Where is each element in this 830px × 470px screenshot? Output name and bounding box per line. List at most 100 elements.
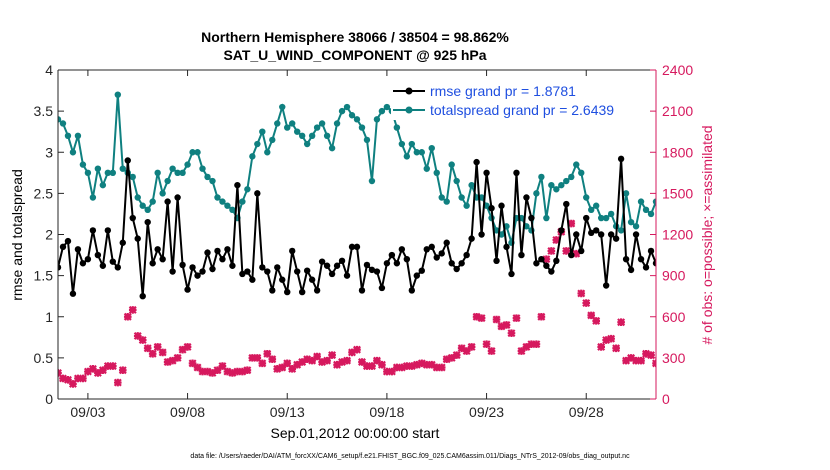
rmse-point [254, 190, 261, 197]
rmse-point [568, 251, 575, 259]
rmse-point [652, 260, 656, 267]
y-right-tick-label: 600 [662, 309, 686, 325]
rmse-point [413, 272, 420, 279]
obs-assimilated-point [457, 344, 466, 353]
rmse-point [503, 243, 510, 251]
x-axis-label: Sep.01,2012 00:00:00 start [271, 425, 440, 441]
rmse-point [388, 251, 396, 259]
x-tick-label: 09/13 [270, 404, 305, 420]
totalspread-point [79, 161, 87, 168]
totalspread-point [269, 136, 276, 144]
rmse-point [289, 247, 296, 255]
totalspread-point [568, 173, 575, 181]
totalspread-point [588, 206, 595, 214]
obs-assimilated-point [662, 371, 670, 379]
rmse-point [622, 255, 630, 263]
legend: rmse grand pr = 1.8781 totalspread grand… [391, 80, 621, 120]
totalspread-point [398, 140, 406, 148]
obs-assimilated-point [477, 314, 486, 323]
rmse-point [797, 289, 803, 295]
totalspread-point [139, 202, 146, 209]
obs-assimilated-point [472, 312, 481, 321]
totalspread-point [189, 149, 196, 156]
totalspread-point [254, 140, 261, 148]
obs-assimilated-point [243, 366, 252, 375]
totalspread-point [169, 165, 176, 172]
obs-assimilated-point [622, 356, 631, 365]
obs-assimilated-point [757, 364, 765, 372]
rmse-point [79, 260, 87, 267]
totalspread-point [463, 202, 470, 209]
rmse-point [578, 247, 585, 255]
rmse-point [164, 198, 171, 205]
obs-assimilated-point [59, 374, 67, 383]
totalspread-point [89, 194, 97, 201]
obs-assimilated-point [258, 359, 267, 368]
rmse-point [597, 231, 605, 238]
rmse-point [518, 251, 525, 259]
rmse-point [154, 246, 161, 253]
obs-assimilated-point [487, 347, 496, 355]
obs-assimilated-point [752, 355, 760, 363]
rmse-point [528, 214, 535, 222]
rmse-point [124, 157, 131, 164]
rmse-point [553, 257, 560, 265]
rmse-point [298, 288, 306, 296]
obs-assimilated-point [268, 355, 277, 364]
obs-assimilated-point [233, 367, 242, 376]
rmse-point [368, 266, 376, 274]
totalspread-point [363, 136, 371, 144]
axes-layer: 09/03 09/08 09/13 09/18 09/23 09/28 0 0.5 1 1.5 2 2… [34, 62, 694, 420]
obs-assimilated-point [382, 367, 391, 376]
totalspread-point [817, 198, 823, 204]
rmse-point [498, 202, 505, 209]
obs-assimilated-point [103, 362, 112, 371]
obs-assimilated-point [218, 362, 227, 371]
rmse-point [318, 258, 326, 265]
obs-assimilated-point [802, 340, 810, 348]
totalspread-point [383, 103, 391, 111]
obs-assimilated-point [372, 356, 381, 365]
obs-assimilated-point [223, 367, 232, 376]
totalspread-point [433, 169, 440, 177]
totalspread-point [563, 177, 570, 185]
obs-assimilated-point [113, 378, 122, 387]
y-left-tick-label: 1.5 [34, 268, 54, 284]
obs-assimilated-point [772, 362, 780, 370]
rmse-point [612, 235, 620, 242]
rmse-point [723, 272, 729, 278]
rmse-point [538, 255, 545, 263]
totalspread-point [348, 112, 356, 119]
rmse-point [134, 235, 141, 242]
obs-assimilated-point [552, 236, 561, 244]
y-right-tick-label: 1500 [662, 185, 693, 201]
totalspread-point [144, 206, 151, 214]
obs-assimilated-point [203, 367, 212, 376]
obs-assimilated-point [253, 353, 262, 362]
rmse-point [64, 237, 72, 245]
obs-assimilated-point [637, 356, 646, 365]
rmse-point [119, 239, 126, 246]
rmse-point [777, 194, 783, 200]
legend-spread-marker [405, 106, 413, 114]
obs-assimilated-point [348, 348, 356, 357]
totalspread-point [797, 207, 803, 213]
totalspread-point [573, 161, 580, 168]
rmse-point [274, 264, 281, 271]
obs-assimilated-point [402, 362, 411, 371]
totalspread-point [757, 186, 763, 192]
rmse-point [214, 247, 221, 255]
totalspread-point [538, 173, 545, 181]
legend-box [391, 80, 621, 120]
obs-assimilated-point [108, 362, 117, 371]
obs-assimilated-point [362, 362, 371, 371]
rmse-point [383, 260, 391, 267]
rmse-point [229, 262, 236, 269]
y-right-tick-label: 0 [662, 391, 670, 407]
totalspread-point [289, 120, 296, 127]
obs-assimilated-point [338, 358, 347, 366]
totalspread-point [438, 194, 445, 201]
totalspread-point [114, 91, 122, 98]
x-tick-label: 09/18 [369, 404, 404, 420]
obs-assimilated-point [78, 374, 87, 383]
